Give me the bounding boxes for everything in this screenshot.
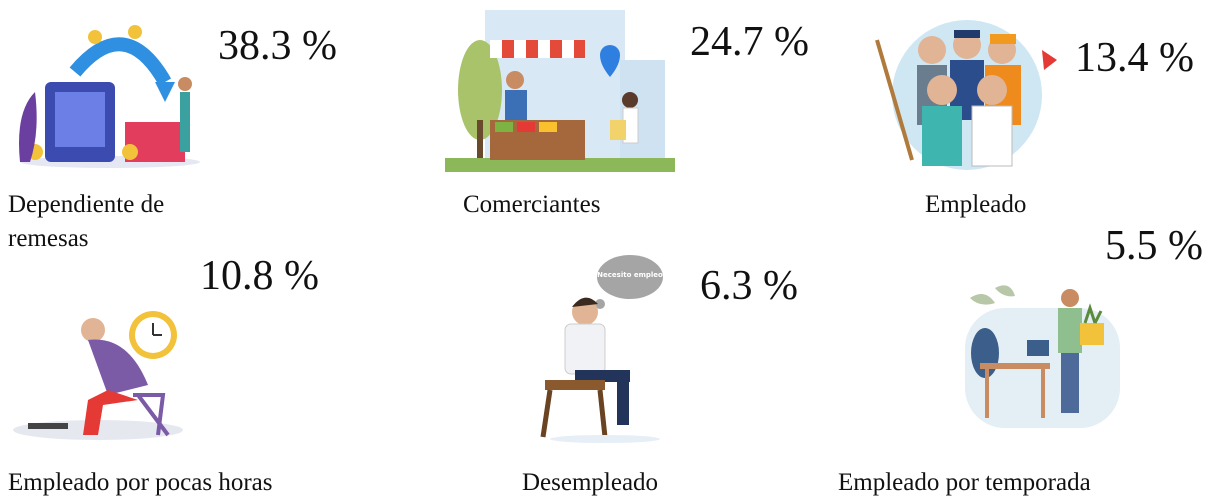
percent: 24.7 %: [690, 18, 809, 66]
label: Empleado por pocas horas: [8, 466, 273, 500]
percent: 10.8 %: [200, 252, 319, 300]
percent: 5.5 %: [1105, 222, 1203, 270]
part-time-illustration: [8, 305, 188, 445]
label: Comerciantes: [463, 188, 600, 222]
percent: 38.3 %: [218, 22, 337, 70]
workers-illustration: [872, 10, 1062, 170]
page: 38.3 % Dependiente de remesas 24.7 % Com…: [0, 0, 1219, 500]
percent: 13.4 %: [1075, 34, 1194, 82]
thought-text: Necesito empleo: [597, 271, 663, 279]
label: Empleado por temporada: [838, 466, 1091, 500]
seasonal-illustration: [955, 278, 1125, 444]
label: Empleado: [925, 188, 1026, 222]
remittance-illustration: [15, 12, 205, 170]
label: Dependiente de remesas: [8, 188, 208, 256]
merchant-illustration: [445, 10, 675, 172]
label: Desempleado: [522, 466, 658, 500]
unemployed-illustration: Necesito empleo: [535, 252, 665, 444]
percent: 6.3 %: [700, 262, 798, 310]
